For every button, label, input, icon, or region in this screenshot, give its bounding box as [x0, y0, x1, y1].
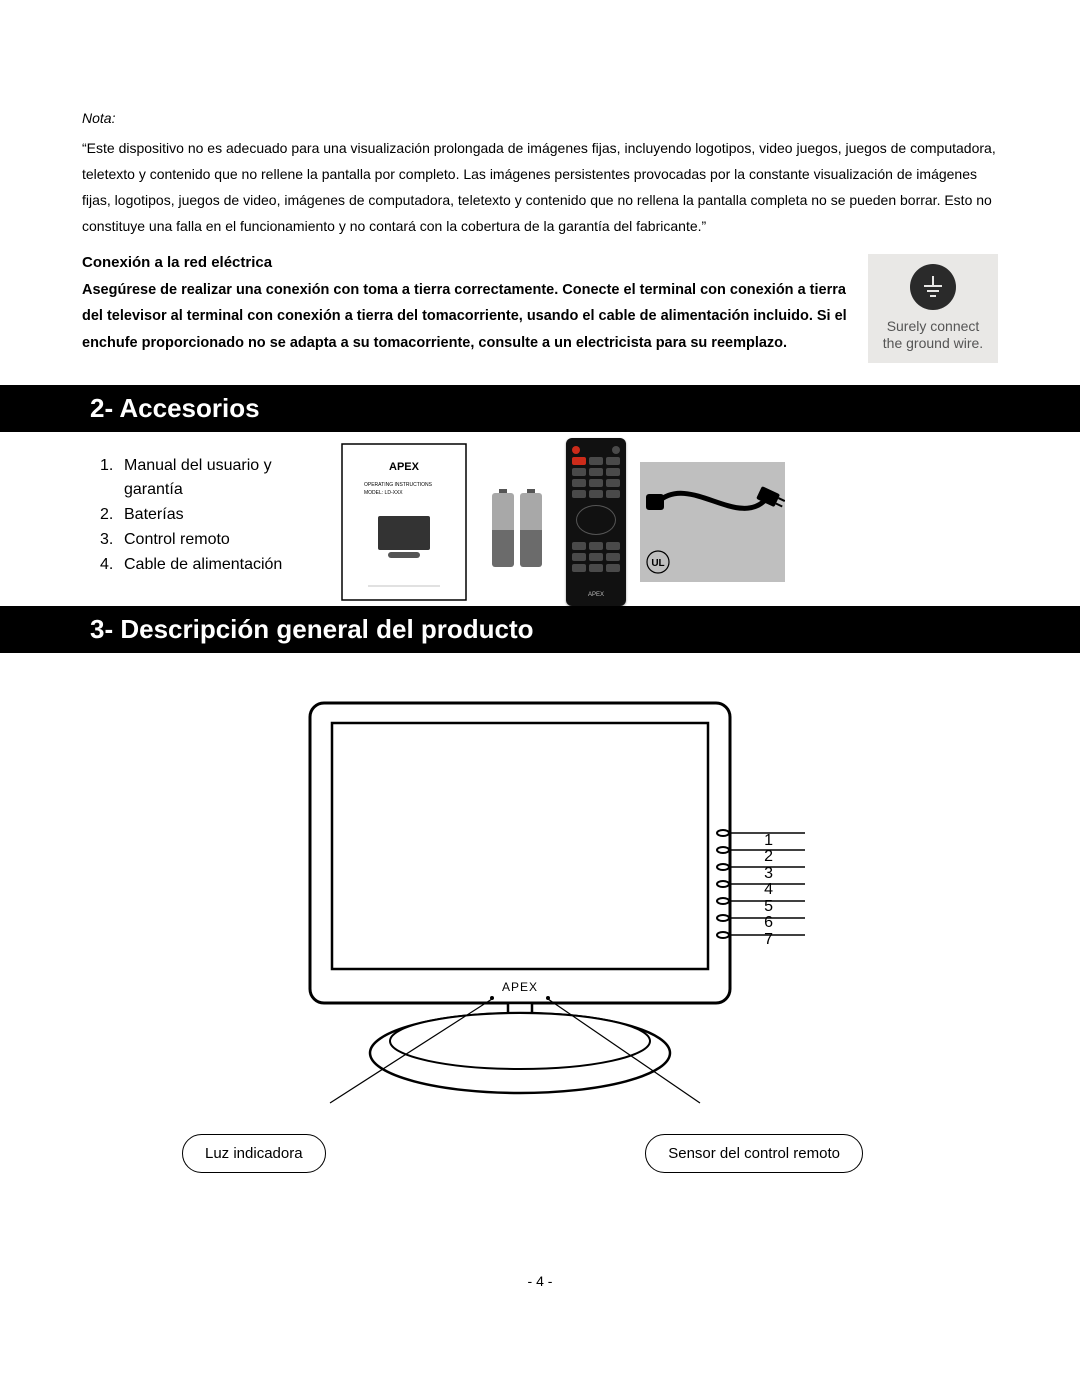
- acc-num: 4.: [100, 553, 118, 578]
- callout-remote-sensor: Sensor del control remoto: [645, 1134, 863, 1173]
- acc-label: Manual del usuario y garantía: [124, 454, 320, 504]
- ground-wire-box: Surely connect the ground wire.: [868, 254, 998, 363]
- acc-label: Baterías: [124, 503, 184, 528]
- side-num: 4: [764, 882, 773, 899]
- connection-body: Asegúrese de realizar una conexión con t…: [82, 277, 848, 357]
- manual-brand: APEX: [389, 461, 420, 473]
- side-num: 7: [764, 932, 773, 949]
- acc-num: 3.: [100, 528, 118, 553]
- nota-label: Nota:: [82, 110, 998, 126]
- accessories-list: 1.Manual del usuario y garantía 2.Baterí…: [0, 432, 340, 606]
- side-button-numbers: 1 2 3 4 5 6 7: [764, 833, 773, 949]
- side-num: 5: [764, 899, 773, 916]
- section-3-bar: 3- Descripción general del producto: [0, 606, 1080, 653]
- side-num: 1: [764, 833, 773, 850]
- remote-image: APEX: [566, 438, 626, 606]
- manual-image: APEX OPERATING INSTRUCTIONS MODEL: LD-XX…: [340, 442, 468, 602]
- svg-text:UL: UL: [651, 558, 664, 569]
- ground-caption-2: the ground wire.: [874, 335, 992, 353]
- power-cable-image: UL: [640, 462, 785, 582]
- acc-label: Cable de alimentación: [124, 553, 282, 578]
- nota-body: “Este dispositivo no es adecuado para un…: [82, 136, 998, 240]
- callout-indicator-light: Luz indicadora: [182, 1134, 326, 1173]
- section-2-bar: 2- Accesorios: [0, 385, 1080, 432]
- svg-text:MODEL: LD-XXX: MODEL: LD-XXX: [364, 490, 403, 496]
- acc-num: 2.: [100, 503, 118, 528]
- acc-label: Control remoto: [124, 528, 230, 553]
- acc-num: 1.: [100, 454, 118, 504]
- side-num: 2: [764, 849, 773, 866]
- side-num: 3: [764, 866, 773, 883]
- ground-icon: [910, 264, 956, 310]
- connection-title: Conexión a la red eléctrica: [82, 254, 848, 271]
- side-num: 6: [764, 915, 773, 932]
- product-overview-diagram: APEX: [82, 693, 998, 1233]
- batteries-image: [482, 477, 552, 567]
- remote-brand: APEX: [572, 592, 620, 598]
- page-number: - 4 -: [82, 1273, 998, 1289]
- ground-caption-1: Surely connect: [874, 318, 992, 336]
- tv-brand: APEX: [502, 980, 538, 994]
- svg-text:OPERATING INSTRUCTIONS: OPERATING INSTRUCTIONS: [364, 482, 433, 488]
